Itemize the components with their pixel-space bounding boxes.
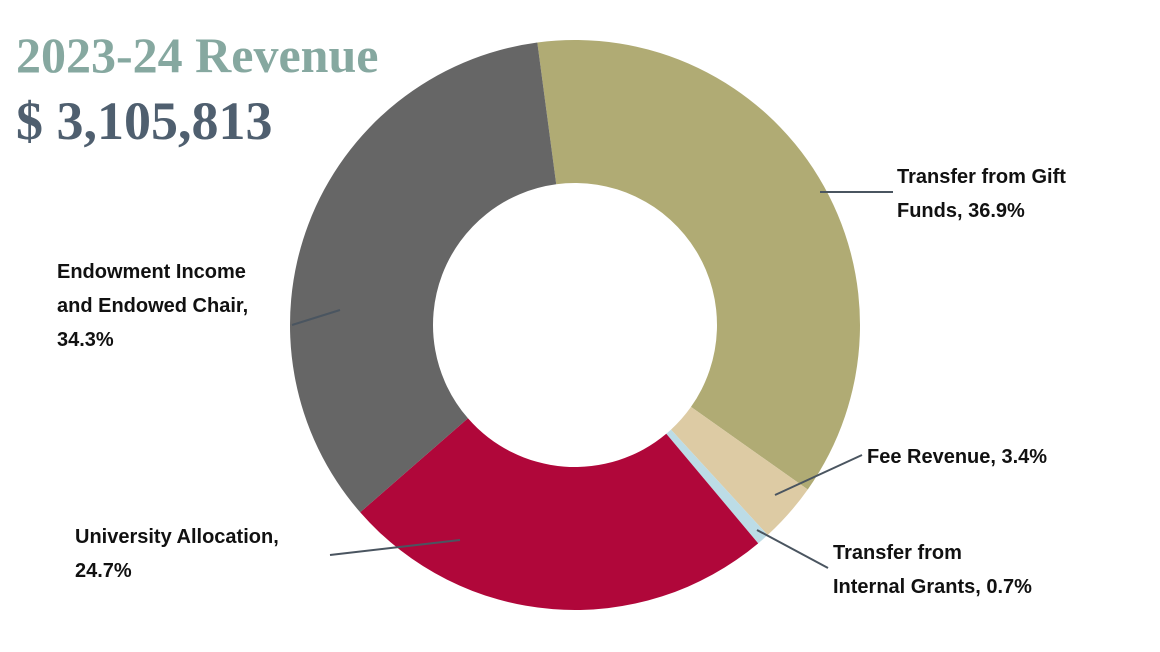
donut-slice [670,406,808,536]
data-label: Transfer from Gift Funds, 36.9% [897,166,1066,222]
donut-slice [289,42,557,513]
leader-line [329,539,461,556]
leader-line [774,454,863,496]
data-label: Fee Revenue, 3.4% [867,446,1048,468]
leader-line [291,309,341,326]
donut-slice [537,40,861,490]
chart-title: 2023-24 Revenue [16,27,379,83]
data-label: Transfer from Internal Grants, 0.7% [833,542,1032,598]
data-label: University Allocation, 24.7% [75,526,279,582]
chart-subtitle: $ 3,105,813 [16,91,273,151]
data-label: Endowment Income and Endowed Chair, 34.3… [57,261,249,351]
leader-line [756,529,829,569]
donut-slice [666,429,768,544]
donut-slice [360,418,759,610]
